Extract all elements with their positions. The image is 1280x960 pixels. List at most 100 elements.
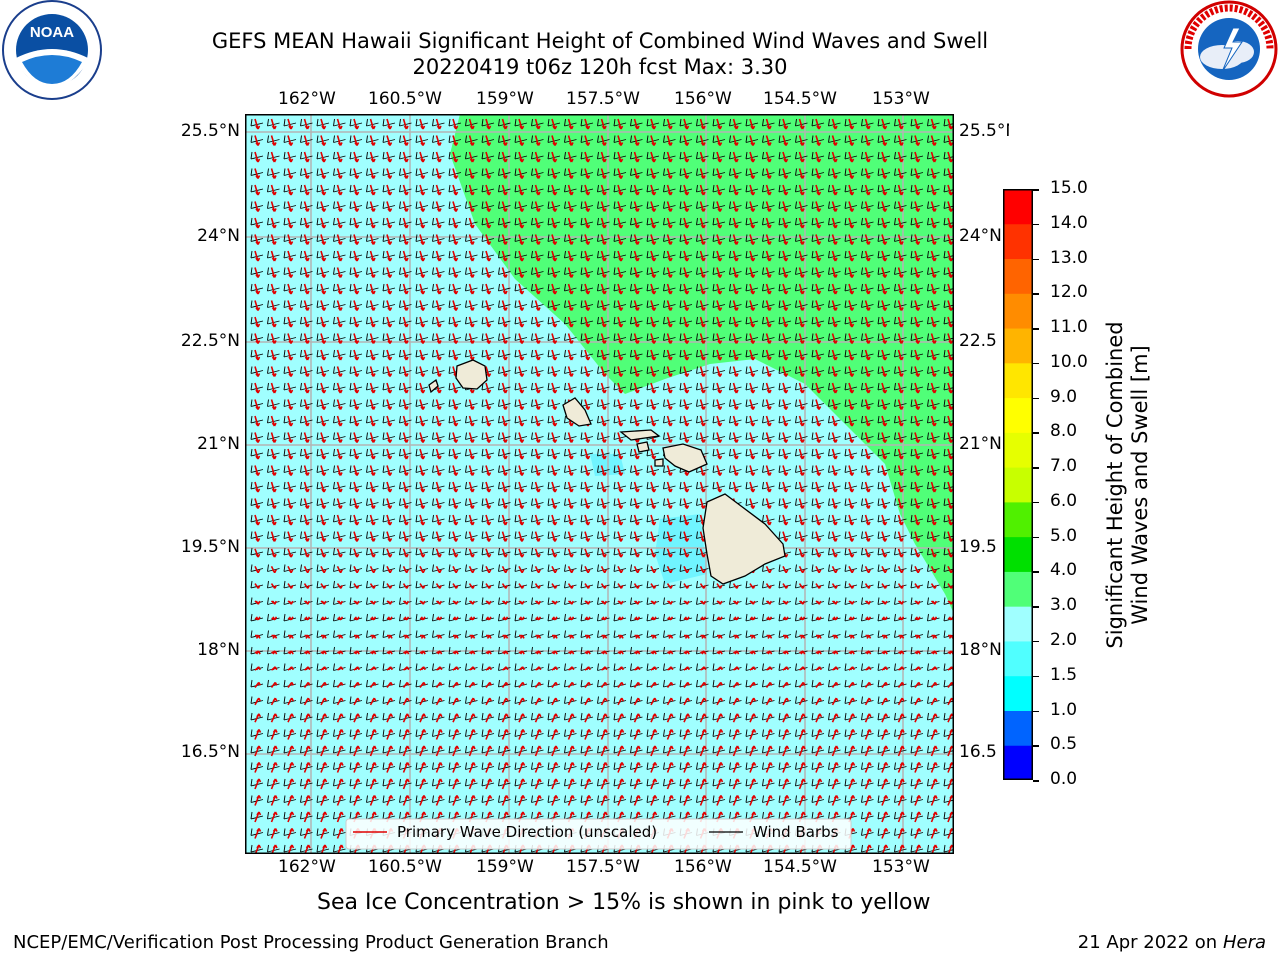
colorbar-tick-mark: [1033, 536, 1039, 539]
map-frame: [245, 114, 954, 854]
island-kahoolawe: [654, 458, 664, 467]
lat-label: 16.5°N: [180, 742, 240, 762]
colorbar-tick-mark: [1033, 432, 1039, 434]
lat-labels-right: 25.5°N 24°N 22.5 21°N 19.5 18°N 16.5: [959, 0, 1009, 960]
legend-wave-label: Primary Wave Direction (unscaled): [397, 823, 657, 841]
colorbar-tick-label: 1.0: [1050, 699, 1078, 720]
colorbar-tick-label: 10.0: [1050, 351, 1088, 372]
lat-label: 21°N: [197, 434, 240, 454]
colorbar-tick-label: 2.0: [1050, 629, 1078, 650]
footer-right: 21 Apr 2022 on Hera: [1078, 932, 1266, 953]
title-line-2: 20220419 t06z 120h fcst Max: 3.30: [412, 55, 788, 79]
colorbar-segment: [1003, 710, 1033, 746]
lat-label: 16.5: [959, 742, 997, 762]
colorbar-segment: [1003, 432, 1033, 468]
colorbar-tick-mark: [1033, 745, 1039, 747]
colorbar-tick-mark: [1033, 362, 1039, 365]
colorbar-frame: [1003, 189, 1033, 780]
colorbar-tick-mark: [1033, 710, 1039, 712]
svg-text:NOAA: NOAA: [30, 24, 74, 41]
colorbar-tick-label: 0.0: [1050, 769, 1078, 789]
colorbar-segment: [1003, 675, 1033, 711]
colorbar-tick-label: 3.0: [1050, 595, 1078, 616]
colorbar-tick-label: 9.0: [1050, 386, 1078, 407]
colorbar-tick-mark: [1033, 223, 1039, 226]
lon-label: 159°W: [476, 857, 534, 877]
colorbar-tick-mark: [1033, 675, 1039, 678]
map-plot: Primary Wave Direction (unscaled) Wind Ba…: [245, 114, 954, 854]
lat-label: 19.5: [959, 537, 997, 557]
lat-label: 24°N: [197, 226, 240, 246]
lon-label: 159°W: [476, 89, 534, 109]
sea-ice-note: Sea Ice Concentration > 15% is shown in …: [317, 890, 931, 915]
colorbar-tick-mark: [1033, 780, 1039, 782]
island-niihau: [428, 378, 439, 394]
colorbar-ticks: 0.0 0.5 1.0 1.5 2.0 3.0 4.0 5.0 6.0 7.0 8.0 9.0 10.0…: [1033, 178, 1103, 790]
colorbar-tick-label: 12.0: [1050, 282, 1088, 303]
vector-field: [250, 118, 954, 854]
lon-label: 156°W: [674, 89, 732, 109]
colorbar-segment: [1003, 293, 1033, 329]
colorbar-tick-mark: [1033, 189, 1039, 191]
nws-logo: [1178, 0, 1280, 100]
lat-label: 18°N: [197, 640, 240, 660]
title-line-1: GEFS MEAN Hawaii Significant Height of C…: [211, 29, 989, 53]
colorbar-segment: [1003, 640, 1033, 677]
colorbar-tick-mark: [1033, 501, 1039, 504]
chart-title: GEFS MEAN Hawaii Significant Height of C…: [0, 28, 1200, 80]
colorbar-segment: [1003, 745, 1033, 780]
colorbar-tick-label: 4.0: [1050, 560, 1078, 581]
lat-label: 19.5°N: [180, 537, 240, 557]
lon-label: 162°W: [278, 857, 336, 877]
colorbar-tick-label: 13.0: [1050, 247, 1088, 268]
noaa-logo: NOAA: [0, 0, 104, 104]
lat-label: 25.5°N: [180, 121, 240, 141]
colorbar-tick-mark: [1033, 258, 1039, 260]
colorbar-tick-label: 15.0: [1050, 178, 1088, 198]
colorbar-tick-label: 0.5: [1050, 734, 1078, 755]
wave-direction-arrows: [254, 118, 954, 854]
colorbar-tick-label: 11.0: [1050, 317, 1088, 338]
colorbar-tick-mark: [1033, 606, 1039, 608]
colorbar: [1003, 189, 1033, 780]
colorbar-tick-label: 14.0: [1050, 212, 1088, 233]
lat-label: 22.5°N: [180, 331, 240, 351]
colorbar-tick-label: 7.0: [1050, 456, 1078, 477]
footer-left: NCEP/EMC/Verification Post Processing Pr…: [13, 932, 609, 953]
lon-label: 160.5°W: [368, 89, 442, 109]
lon-label: 153°W: [872, 89, 930, 109]
colorbar-tick-label: 6.0: [1050, 490, 1078, 511]
colorbar-tick-mark: [1033, 467, 1039, 469]
footer-date: 21 Apr 2022 on: [1077, 932, 1223, 953]
colorbar-segment: [1003, 189, 1033, 225]
colorbar-segment: [1003, 467, 1033, 503]
lon-label: 156°W: [674, 857, 732, 877]
lat-label: 25.5°N: [959, 121, 1009, 141]
colorbar-segment: [1003, 536, 1033, 572]
island-molokai: [619, 429, 661, 441]
colorbar-tick-mark: [1033, 293, 1039, 295]
lon-label: 157.5°W: [566, 857, 640, 877]
lon-label: 154.5°W: [763, 857, 837, 877]
colorbar-segment: [1003, 397, 1033, 433]
lon-label: 154.5°W: [763, 89, 837, 109]
legend-barb-label: Wind Barbs: [753, 823, 839, 841]
colorbar-segment: [1003, 258, 1033, 294]
colorbar-segment: [1003, 328, 1033, 364]
lon-labels-bottom: 162°W 160.5°W 159°W 157.5°W 156°W 154.5°…: [0, 857, 1280, 879]
colorbar-segment: [1003, 362, 1033, 399]
colorbar-segment: [1003, 606, 1033, 642]
lon-label: 153°W: [872, 857, 930, 877]
lat-label: 21°N: [959, 434, 1002, 454]
legend-box: [345, 818, 852, 850]
lat-label: 22.5: [959, 331, 997, 351]
island-lanai: [636, 441, 650, 453]
lon-label: 157.5°W: [566, 89, 640, 109]
colorbar-tick-label: 1.5: [1050, 664, 1078, 685]
lon-label: 162°W: [278, 89, 336, 109]
island-maui: [662, 443, 708, 473]
lat-labels-left: 25.5°N 24°N 22.5°N 21°N 19.5°N 18°N 16.5…: [0, 0, 242, 960]
lon-labels-top: 162°W 160.5°W 159°W 157.5°W 156°W 154.5°…: [0, 89, 1280, 111]
colorbar-tick-mark: [1033, 328, 1039, 330]
colorbar-tick-mark: [1033, 397, 1039, 400]
